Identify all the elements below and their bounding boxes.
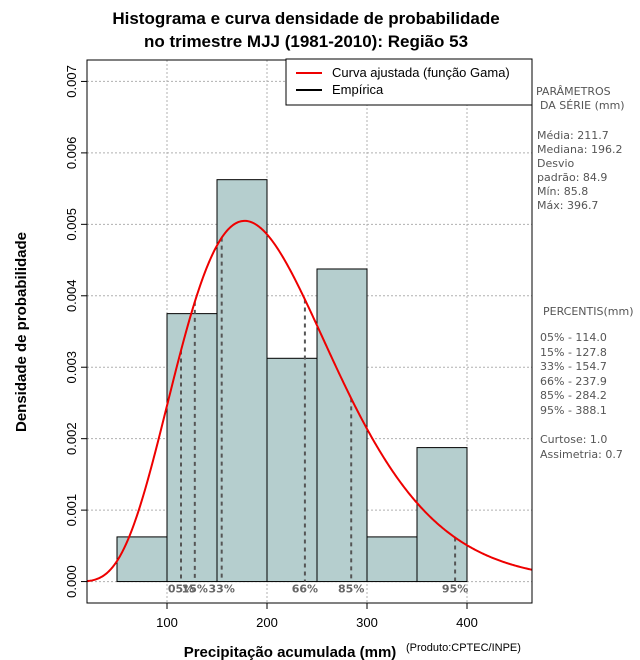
- percentile-label-3: 66%: [292, 583, 318, 596]
- y-tick-label-2: 0.002: [64, 422, 79, 455]
- legend: Curva ajustada (função Gama) Empírica: [285, 58, 533, 106]
- y-axis-label: Densidade de probabilidade: [13, 232, 30, 432]
- curtose: Curtose: 1.0: [540, 433, 607, 446]
- y-tick-label-6: 0.006: [64, 137, 79, 170]
- histogram-bar-1: [166, 313, 218, 583]
- x-tick-label-200: 200: [256, 615, 278, 630]
- histogram-bar-4: [316, 268, 368, 583]
- fitted-gamma-curve: [87, 219, 532, 583]
- fitted-curve: [87, 219, 532, 583]
- y-tick-label-5: 0.005: [64, 208, 79, 241]
- percentile-lines: [180, 237, 457, 582]
- legend-box: [285, 58, 533, 106]
- percentile-label-5: 95%: [442, 583, 468, 596]
- params-title-2: DA SÉRIE (mm): [540, 99, 625, 112]
- histogram-bar-2: [216, 179, 268, 583]
- percentil-33: 33% - 154.7: [540, 360, 607, 373]
- params-title-1: PARÂMETROS: [536, 85, 611, 98]
- y-axis: 0.000 0.001 0.002 0.003 0.004 0.005 0.006 0.007: [64, 65, 87, 598]
- percentil-15: 15% - 127.8: [540, 346, 607, 359]
- percentil-85: 85% - 284.2: [540, 389, 607, 402]
- histogram-bar-6: [416, 447, 468, 583]
- percentile-labels: 05%15% 33% 66% 85% 95%: [168, 583, 468, 596]
- y-tick-label-1: 0.001: [64, 494, 79, 527]
- y-tick-label-4: 0.004: [64, 280, 79, 313]
- y-tick-label-7: 0.007: [64, 65, 79, 98]
- percentile-label-4: 85%: [338, 583, 364, 596]
- param-sd-2: padrão: 84.9: [537, 171, 607, 184]
- histogram-bar-3: [266, 357, 318, 583]
- legend-label-fitted: Curva ajustada (função Gama): [332, 65, 510, 80]
- assimetria: Assimetria: 0.7: [540, 448, 623, 461]
- x-axis: 100 200 300 400: [156, 603, 478, 630]
- histogram-bar-5: [366, 536, 418, 583]
- y-tick-label-0: 0.000: [64, 565, 79, 598]
- x-tick-label-300: 300: [356, 615, 378, 630]
- x-tick-label-400: 400: [456, 615, 478, 630]
- param-median: Mediana: 196.2: [537, 143, 622, 156]
- percentis-title: PERCENTIS(mm): [543, 305, 634, 318]
- percentil-95: 95% - 388.1: [540, 404, 607, 417]
- percentile-label-0: 05%: [168, 583, 194, 596]
- percentile-label-1: 15%: [182, 583, 208, 596]
- y-tick-label-3: 0.003: [64, 351, 79, 384]
- histogram-bar-0: [116, 536, 168, 583]
- chart-title-line1: Histograma e curva densidade de probabil…: [112, 9, 499, 28]
- histogram-bars: [116, 179, 468, 583]
- legend-label-empirical: Empírica: [332, 82, 384, 97]
- param-mean: Média: 211.7: [537, 129, 609, 142]
- side-panel: PARÂMETROS DA SÉRIE (mm) Média: 211.7 Me…: [536, 85, 634, 461]
- x-tick-label-100: 100: [156, 615, 178, 630]
- x-axis-label: Precipitação acumulada (mm): [184, 644, 397, 660]
- chart-title-line2: no trimestre MJJ (1981-2010): Região 53: [144, 32, 468, 51]
- percentile-label-2: 33%: [209, 583, 235, 596]
- param-sd-1: Desvio: [537, 157, 575, 170]
- param-max: Máx: 396.7: [537, 199, 598, 212]
- percentil-66: 66% - 237.9: [540, 375, 607, 388]
- param-min: Mín: 85.8: [537, 185, 588, 198]
- product-credit: (Produto:CPTEC/INPE): [406, 642, 521, 654]
- percentil-05: 05% - 114.0: [540, 331, 607, 344]
